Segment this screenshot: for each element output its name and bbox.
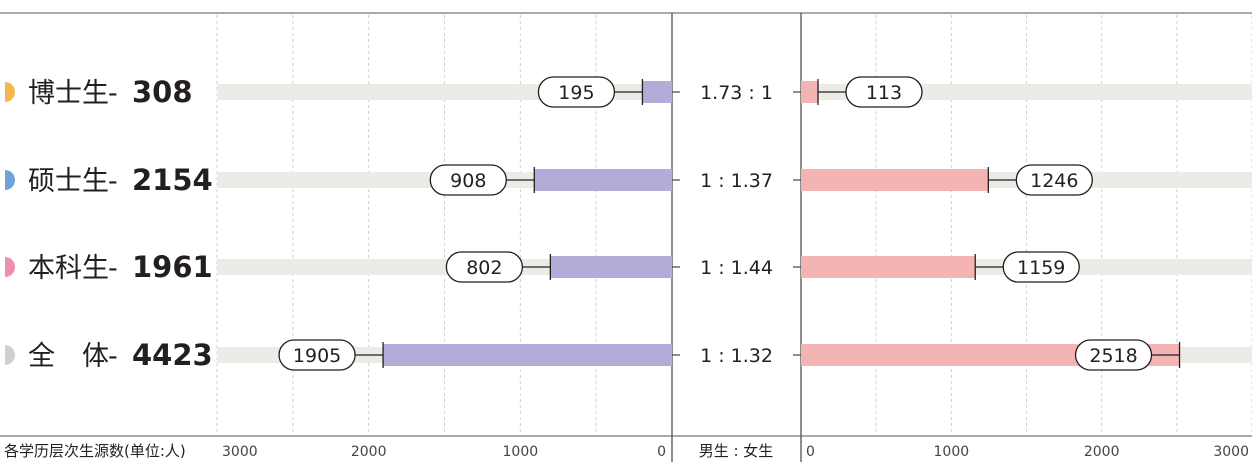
male-value-label: 195	[558, 82, 594, 104]
female-value-pill	[845, 76, 923, 108]
male-value-pill	[537, 76, 616, 108]
category-marker-icon	[5, 170, 15, 190]
category-name: 硕士生	[28, 166, 109, 197]
male-value-pill	[445, 251, 524, 283]
category-dash: -	[108, 166, 118, 197]
female-value-pill	[1015, 164, 1093, 196]
female-value-label: 113	[866, 82, 902, 104]
gender-ratio-label: 1 : 1.44	[700, 257, 773, 279]
category-total: 1961	[132, 250, 213, 284]
category-dash: -	[108, 78, 118, 109]
right-tick-label: 1000	[934, 444, 970, 460]
category-dash: -	[108, 253, 118, 284]
male-bar	[383, 344, 672, 366]
male-value-label: 802	[466, 257, 502, 279]
gender-ratio-label: 1 : 1.37	[700, 170, 773, 192]
gender-ratio-label: 1.73 : 1	[700, 82, 773, 104]
female-value-label: 2518	[1089, 345, 1137, 367]
right-tick-label: 2000	[1084, 444, 1120, 460]
left-tick-label: 2000	[351, 444, 387, 460]
category-dash: -	[108, 341, 118, 372]
female-value-pill	[1074, 339, 1153, 371]
right-tick-label: 3000	[1213, 444, 1249, 460]
left-tick-label: 1000	[503, 444, 539, 460]
left-tick-label: 3000	[222, 444, 258, 460]
female-bar	[801, 81, 818, 103]
axis-title: 各学历层次生源数(单位:人)	[4, 442, 186, 460]
category-name: 博士生	[28, 78, 109, 109]
category-name: 全 体	[28, 341, 109, 372]
gender-ratio-label: 1 : 1.32	[700, 345, 773, 367]
male-value-pill	[429, 164, 507, 196]
female-value-label: 1246	[1030, 170, 1078, 192]
category-total: 2154	[132, 163, 213, 197]
male-bar	[550, 256, 672, 278]
female-bar	[801, 256, 976, 278]
male-bar	[642, 81, 672, 103]
ratio-header: 男生 : 女生	[699, 442, 774, 460]
left-tick-label: 0	[657, 444, 666, 460]
category-marker-icon	[5, 82, 15, 102]
female-bar	[801, 169, 989, 191]
female-value-label: 1159	[1017, 257, 1065, 279]
male-value-label: 908	[450, 170, 486, 192]
male-value-pill	[278, 339, 356, 371]
female-value-pill	[1002, 251, 1080, 283]
male-value-label: 1905	[293, 345, 341, 367]
category-marker-icon	[5, 257, 15, 277]
category-marker-icon	[5, 345, 15, 365]
right-tick-label: 0	[806, 444, 815, 460]
category-total: 308	[132, 75, 193, 109]
category-name: 本科生	[28, 253, 109, 284]
category-total: 4423	[132, 338, 213, 372]
male-bar	[534, 169, 672, 191]
